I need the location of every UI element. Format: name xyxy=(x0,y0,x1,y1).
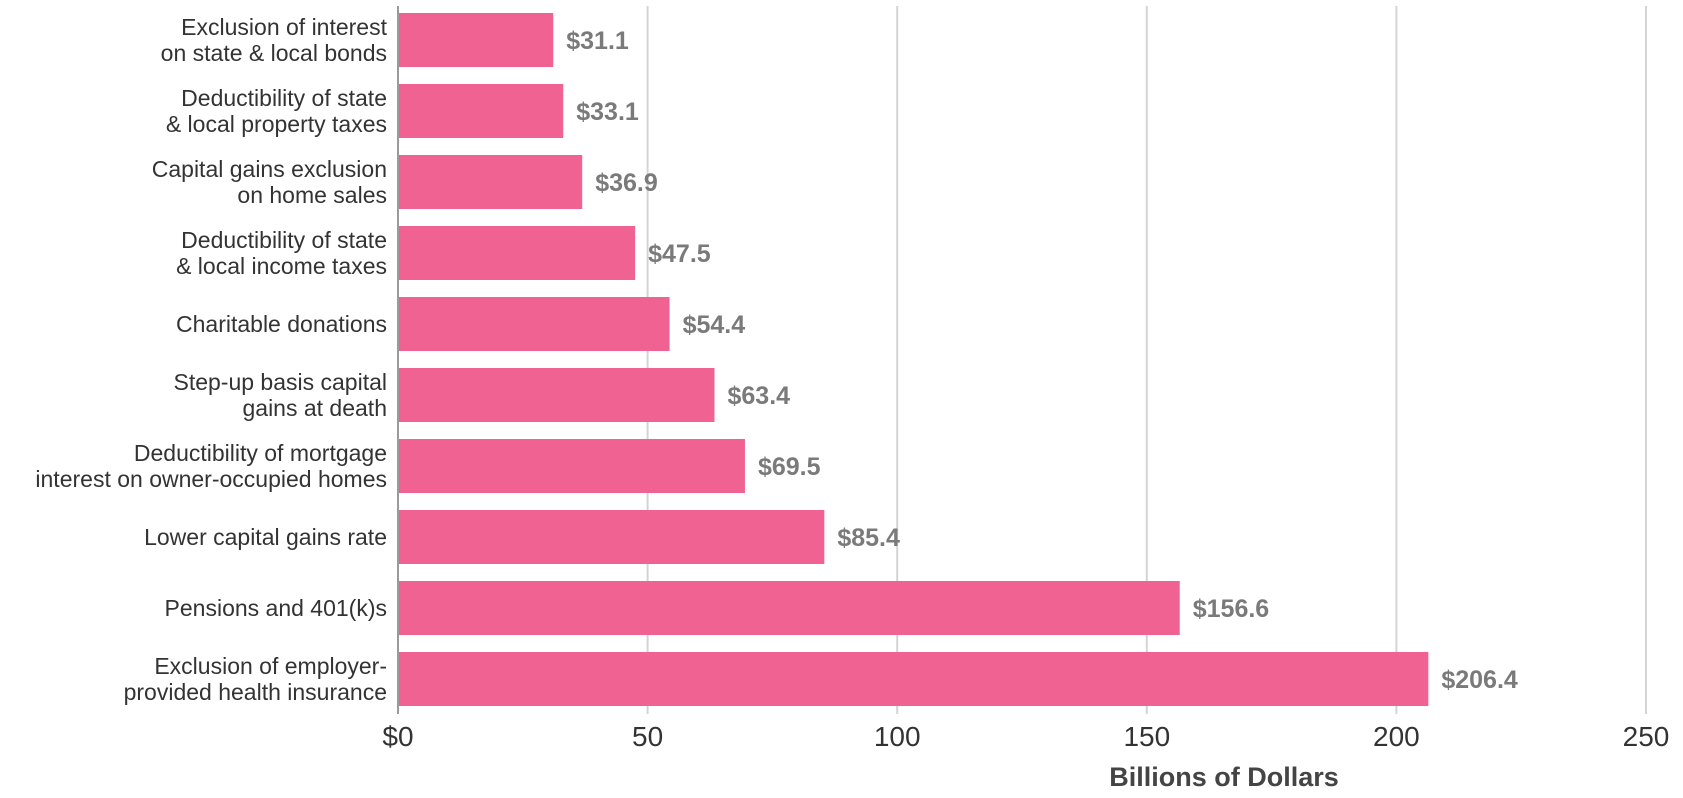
category-label: Capital gains exclusion xyxy=(152,156,387,182)
category-label: interest on owner-occupied homes xyxy=(35,466,387,492)
bar xyxy=(398,13,554,67)
value-label: $156.6 xyxy=(1193,595,1269,623)
category-label: Pensions and 401(k)s xyxy=(165,595,387,621)
bars xyxy=(398,13,1429,706)
bar xyxy=(398,652,1429,706)
x-tick-label: 100 xyxy=(874,721,921,752)
value-label: $54.4 xyxy=(683,311,746,339)
x-tick-label: 150 xyxy=(1123,721,1170,752)
bar xyxy=(398,581,1180,635)
category-label: Exclusion of interest xyxy=(181,14,387,40)
category-label: & local property taxes xyxy=(166,111,387,137)
value-label: $63.4 xyxy=(727,382,790,410)
bar xyxy=(398,297,670,351)
x-tick-label: 200 xyxy=(1373,721,1420,752)
value-label: $206.4 xyxy=(1441,666,1518,694)
category-label: Charitable donations xyxy=(176,311,387,337)
value-labels: $31.1 $33.1 $36.9 $47.5 $54.4 $63.4 $69.5 $85.4… xyxy=(566,27,1518,694)
x-axis-ticks: $0 50 100 150 200 250 xyxy=(382,721,1669,752)
bar xyxy=(398,368,715,422)
category-label: gains at death xyxy=(242,395,387,421)
x-tick-label: $0 xyxy=(382,721,413,752)
category-label: Deductibility of mortgage xyxy=(134,440,387,466)
x-tick-label: 250 xyxy=(1623,721,1670,752)
bar xyxy=(398,510,825,564)
category-label: & local income taxes xyxy=(176,253,387,279)
bar xyxy=(398,84,564,138)
value-label: $69.5 xyxy=(758,453,821,481)
value-label: $36.9 xyxy=(595,169,658,197)
category-label: provided health insurance xyxy=(124,679,387,705)
category-label: Deductibility of state xyxy=(181,227,387,253)
bar xyxy=(398,439,745,493)
bar xyxy=(398,226,636,280)
category-label: on state & local bonds xyxy=(161,40,387,66)
value-label: $47.5 xyxy=(648,240,711,268)
category-label: Deductibility of state xyxy=(181,85,387,111)
x-axis-title: Billions of Dollars xyxy=(1109,762,1339,792)
x-tick-label: 50 xyxy=(632,721,663,752)
category-label: Step-up basis capital xyxy=(173,369,387,395)
category-label: on home sales xyxy=(237,182,387,208)
category-label: Lower capital gains rate xyxy=(144,524,387,550)
value-label: $33.1 xyxy=(576,98,639,126)
value-label: $31.1 xyxy=(566,27,629,55)
bar xyxy=(398,155,583,209)
category-label: Exclusion of employer- xyxy=(154,653,387,679)
value-label: $85.4 xyxy=(837,524,900,552)
